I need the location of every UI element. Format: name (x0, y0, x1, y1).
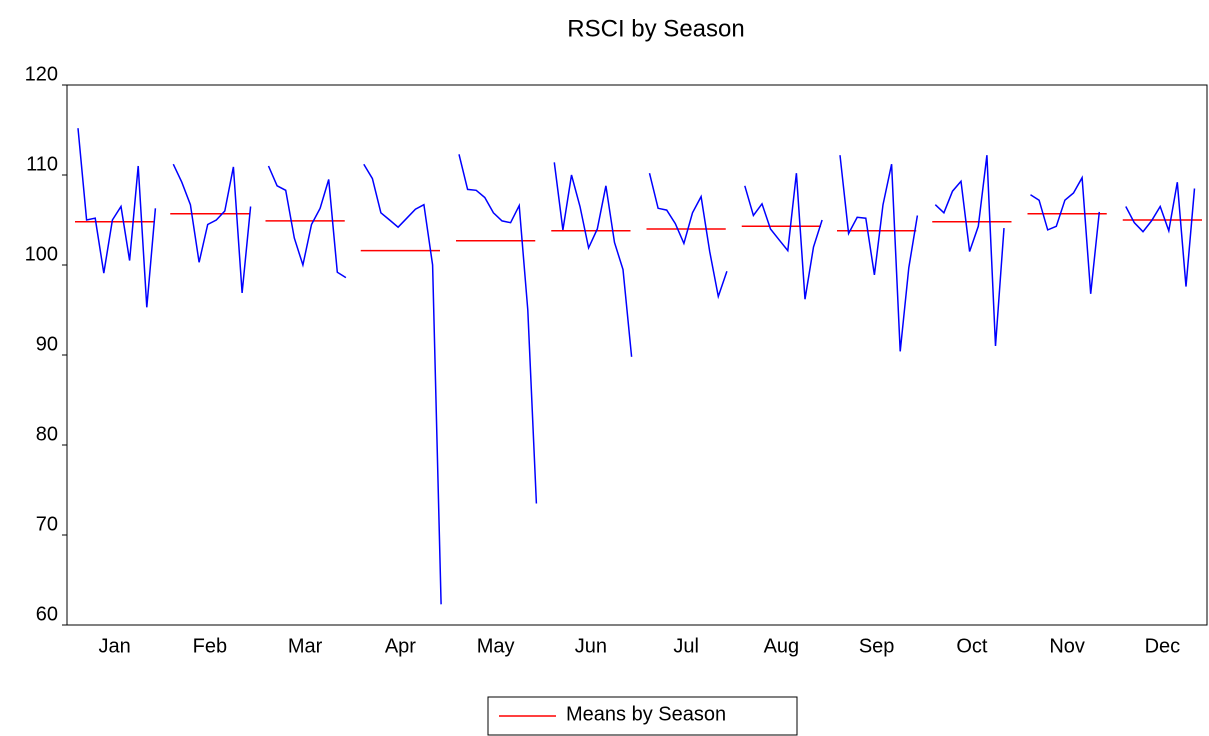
x-tick-label: Mar (288, 635, 323, 657)
subseries-line (934, 155, 1005, 347)
subseries-line (172, 163, 252, 293)
x-tick-label: Apr (385, 635, 416, 657)
x-tick-label: Nov (1049, 635, 1085, 657)
subseries-line (648, 173, 728, 300)
x-tick-label: Jun (575, 635, 607, 657)
subseries-line (1030, 175, 1101, 294)
subseries-line (1125, 182, 1196, 287)
subseries-line (267, 165, 347, 279)
x-tick-label: Jul (673, 635, 699, 657)
x-tick-label: Jan (99, 635, 131, 657)
x-tick-label: Feb (193, 635, 227, 657)
subseries-line (77, 128, 157, 308)
legend-label: Means by Season (566, 703, 726, 725)
subseries-line (458, 154, 538, 504)
y-tick-label: 90 (36, 333, 58, 355)
x-tick-label: Sep (859, 635, 895, 657)
subseries-line (553, 162, 633, 357)
y-tick-label: 100 (25, 243, 58, 265)
chart-title: RSCI by Season (567, 15, 744, 42)
subseries-line (744, 173, 823, 300)
x-tick-label: Aug (764, 635, 800, 657)
y-tick-label: 70 (36, 513, 58, 535)
plot-frame (66, 84, 1208, 626)
subseries-line (839, 155, 919, 352)
x-tick-label: Oct (956, 635, 988, 657)
y-tick-label: 60 (36, 603, 58, 625)
x-tick-label: May (477, 635, 515, 657)
y-tick-label: 110 (26, 153, 58, 175)
x-tick-label: Dec (1145, 635, 1181, 657)
y-tick-label: 80 (36, 423, 58, 445)
y-tick-label: 120 (25, 63, 58, 85)
subseries-line (363, 163, 442, 605)
